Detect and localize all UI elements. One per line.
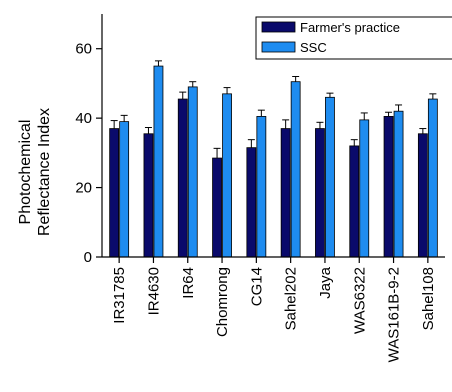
x-tick-label: CG14 (248, 267, 265, 306)
bar-ssc (256, 116, 267, 258)
bar-ssc (290, 81, 301, 258)
legend: Farmer's practice SSC (255, 16, 452, 60)
bar-ssc (119, 121, 130, 258)
bar-farmers-practice (280, 128, 291, 258)
bar-ssc (222, 93, 232, 258)
bar-farmers-practice (315, 128, 325, 258)
bars-layer (109, 65, 438, 258)
legend-swatch-farmers-practice (261, 21, 296, 33)
bar-farmers-practice (349, 145, 360, 258)
bar-farmers-practice (246, 147, 257, 258)
bar-farmers-practice (109, 128, 120, 258)
legend-label-ssc: SSC (300, 40, 327, 55)
y-tick-label: 20 (75, 180, 92, 197)
x-tick-label: WAS161B-9-2 (386, 267, 403, 362)
y-axis-label-line2: Reflectance Index (36, 108, 53, 236)
legend-swatch-ssc (261, 41, 296, 53)
x-tick-label: Jaya (317, 266, 334, 298)
y-ticks: 0 20 40 60 (75, 41, 102, 266)
bar-ssc (393, 110, 404, 258)
bar-ssc (427, 98, 438, 258)
x-tick-label: Sahel202 (283, 267, 300, 330)
bar-ssc (187, 86, 198, 258)
y-tick-label: 40 (75, 110, 92, 127)
y-axis-label-line1: Photochemical (17, 120, 34, 225)
error-bars-layer (110, 60, 437, 159)
x-tick-label: WAS6322 (351, 267, 368, 334)
bar-farmers-practice (383, 116, 394, 258)
bar-farmers-practice (177, 98, 188, 258)
legend-label-farmers-practice: Farmer's practice (300, 20, 400, 35)
bar-farmers-practice (417, 133, 428, 258)
bar-ssc (153, 65, 164, 258)
x-tick-label: Chomrong (214, 267, 231, 337)
bar-ssc (359, 119, 370, 258)
y-tick-label: 60 (75, 41, 92, 58)
x-tick-label: IR31785 (111, 267, 128, 324)
x-tick-label: IR4630 (145, 267, 162, 315)
x-tick-label: IR64 (180, 267, 197, 299)
x-ticks: IR31785 IR4630 IR64 Chomrong CG14 Sahel202 Jay… (111, 257, 437, 362)
bar-farmers-practice (143, 133, 154, 258)
bar-farmers-practice (212, 157, 222, 258)
y-tick-label: 0 (84, 249, 92, 266)
bar-ssc (325, 96, 335, 258)
x-tick-label: Sahel108 (420, 267, 437, 330)
